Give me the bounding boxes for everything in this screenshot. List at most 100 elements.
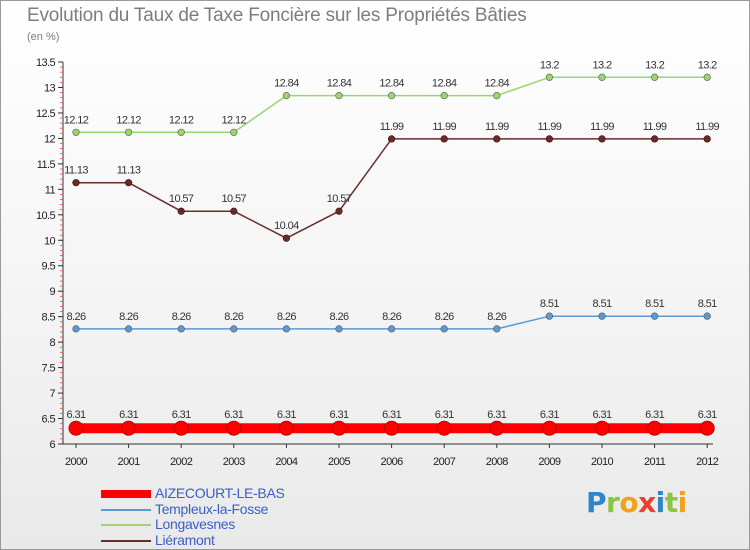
data-label: 6.31	[435, 409, 454, 421]
data-point	[72, 179, 80, 187]
y-tick-label: 9.5	[42, 261, 56, 273]
data-point	[489, 420, 505, 436]
chart-unit-label: (en %)	[27, 31, 60, 43]
data-label: 8.51	[592, 298, 611, 310]
y-tick-label: 10.5	[36, 210, 55, 222]
data-label: 6.31	[172, 409, 191, 421]
data-label: 12.12	[222, 114, 247, 126]
logo-letter: x	[638, 486, 656, 519]
data-label: 12.12	[169, 114, 194, 126]
data-label: 11.99	[643, 121, 667, 133]
data-label: 6.31	[224, 409, 243, 421]
data-point	[335, 92, 343, 100]
data-point	[282, 325, 291, 333]
data-label: 6.31	[277, 409, 296, 421]
data-label: 13.2	[645, 59, 664, 71]
x-tick-label: 2011	[644, 456, 666, 468]
y-tick-label: 7	[49, 388, 55, 400]
y-tick-label: 11	[45, 184, 56, 196]
data-label: 8.26	[487, 311, 506, 323]
data-point	[493, 325, 501, 333]
logo-letter: i	[677, 486, 688, 519]
data-label: 10.04	[274, 220, 299, 232]
data-label: 8.26	[66, 311, 85, 323]
proxiti-logo: Proxiti	[586, 486, 687, 519]
data-label: 13.2	[592, 59, 611, 71]
x-tick-label: 2002	[170, 456, 193, 468]
data-label: 11.99	[590, 121, 614, 133]
y-tick-label: 8	[49, 337, 55, 349]
data-point	[282, 92, 291, 100]
data-label: 6.31	[645, 409, 664, 421]
data-label: 12.84	[379, 78, 404, 90]
data-label: 6.31	[698, 409, 717, 421]
x-tick-label: 2006	[381, 456, 404, 468]
data-point	[335, 207, 343, 215]
data-label: 6.31	[540, 409, 559, 421]
data-label: 10.57	[169, 193, 194, 205]
data-label: 8.26	[119, 311, 138, 323]
data-point	[440, 325, 448, 333]
logo-letter: i	[655, 486, 666, 519]
data-point	[230, 207, 238, 215]
data-point	[545, 73, 554, 81]
data-label: 8.26	[382, 311, 401, 323]
data-point	[124, 179, 133, 187]
data-point	[647, 420, 663, 436]
legend-label: Templeux-la-Fosse	[155, 500, 269, 517]
data-label: 8.26	[172, 311, 191, 323]
y-tick-label: 13.5	[36, 57, 55, 69]
data-point	[121, 420, 137, 436]
data-point	[493, 135, 501, 143]
data-label: 8.51	[698, 298, 717, 310]
chart-data-labels: 12.12 12.12 12.12 12.12 12.84 12.84 12.84 12.84…	[64, 59, 720, 421]
data-point	[72, 128, 80, 136]
data-label: 12.84	[327, 78, 352, 90]
data-label: 11.99	[538, 121, 562, 133]
data-point	[388, 135, 396, 143]
data-point	[650, 312, 659, 320]
chart-series	[68, 73, 715, 436]
data-point	[650, 135, 659, 143]
data-point	[177, 128, 185, 136]
data-point	[598, 135, 606, 143]
y-tick-label: 13	[44, 82, 56, 94]
logo-letter: t	[664, 486, 678, 519]
y-tick-label: 6.5	[42, 414, 56, 426]
y-tick-label: 10	[44, 235, 56, 247]
data-point	[335, 325, 343, 333]
logo-letter: r	[606, 486, 620, 519]
data-point	[545, 312, 554, 320]
data-point	[230, 128, 238, 136]
x-tick-label: 2010	[591, 456, 614, 468]
data-label: 8.26	[224, 311, 243, 323]
data-point	[173, 420, 189, 436]
data-point	[384, 420, 400, 436]
data-point	[177, 325, 185, 333]
data-point	[388, 325, 396, 333]
x-tick-label: 2009	[538, 456, 561, 468]
data-label: 11.13	[64, 165, 88, 177]
data-point	[650, 73, 659, 81]
data-label: 11.99	[380, 121, 404, 133]
data-label: 8.26	[277, 311, 296, 323]
legend-swatch	[101, 490, 151, 498]
x-tick-label: 2000	[65, 456, 88, 468]
y-tick-label: 11.5	[37, 159, 56, 171]
data-label: 8.26	[329, 311, 348, 323]
data-label: 11.99	[485, 121, 509, 133]
data-label: 11.13	[117, 165, 141, 177]
data-label: 12.84	[432, 78, 457, 90]
data-label: 8.51	[645, 298, 664, 310]
logo-letter: P	[586, 486, 607, 519]
data-label: 6.31	[487, 409, 506, 421]
data-label: 8.51	[540, 298, 559, 310]
data-point	[436, 420, 452, 436]
data-point	[703, 73, 711, 81]
legend-label: AIZECOURT-LE-BAS	[155, 485, 285, 501]
data-point	[72, 325, 80, 333]
data-point	[230, 325, 238, 333]
data-label: 12.84	[485, 78, 510, 90]
